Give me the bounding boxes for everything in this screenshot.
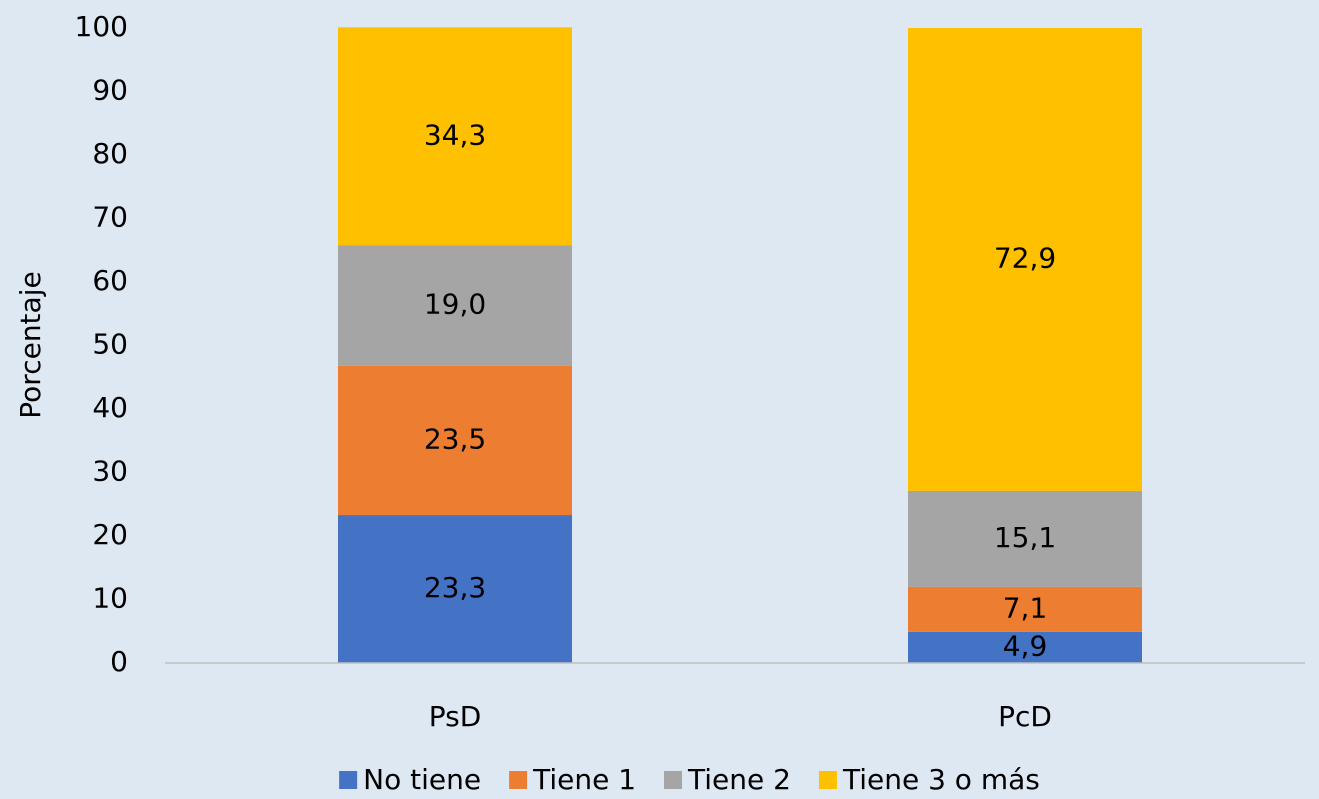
legend-label: Tiene 2 <box>687 763 791 796</box>
x-tick-label: PcD <box>998 700 1052 733</box>
y-tick-label: 70 <box>92 201 128 234</box>
y-axis-label: Porcentaje <box>14 271 47 418</box>
legend-label: Tiene 1 <box>532 763 636 796</box>
legend-swatch <box>664 771 683 789</box>
bar-segment <box>908 586 1142 632</box>
y-tick-label: 10 <box>92 582 128 615</box>
data-label: 23,5 <box>424 422 486 455</box>
data-label: 7,1 <box>1003 591 1048 624</box>
y-tick-label: 100 <box>75 10 128 43</box>
y-tick-label: 0 <box>110 645 128 678</box>
bar-segment <box>908 28 1142 491</box>
y-tick-label: 50 <box>92 328 128 361</box>
y-tick-label: 40 <box>92 391 128 424</box>
bar-segment <box>338 515 572 663</box>
y-tick-label: 60 <box>92 264 128 297</box>
bar-segment <box>338 245 572 366</box>
data-label: 4,9 <box>1003 629 1048 662</box>
bar-segment <box>338 365 572 516</box>
y-tick-label: 80 <box>92 137 128 170</box>
bar-segment <box>908 631 1142 663</box>
legend-label: No tiene <box>363 763 481 796</box>
legend-swatch <box>339 771 358 789</box>
bar-segment <box>338 27 572 246</box>
bar-segment <box>908 490 1142 587</box>
y-tick-label: 20 <box>92 518 128 551</box>
x-tick-label: PsD <box>429 700 482 733</box>
y-tick-label: 30 <box>92 455 128 488</box>
data-label: 34,3 <box>424 118 486 151</box>
y-tick-label: 90 <box>92 74 128 107</box>
legend-label: Tiene 3 o más <box>842 763 1040 796</box>
data-label: 72,9 <box>994 241 1056 274</box>
data-label: 23,3 <box>424 571 486 604</box>
data-label: 15,1 <box>994 521 1056 554</box>
legend-swatch <box>818 771 837 789</box>
legend-swatch <box>509 771 528 789</box>
data-label: 19,0 <box>424 287 486 320</box>
